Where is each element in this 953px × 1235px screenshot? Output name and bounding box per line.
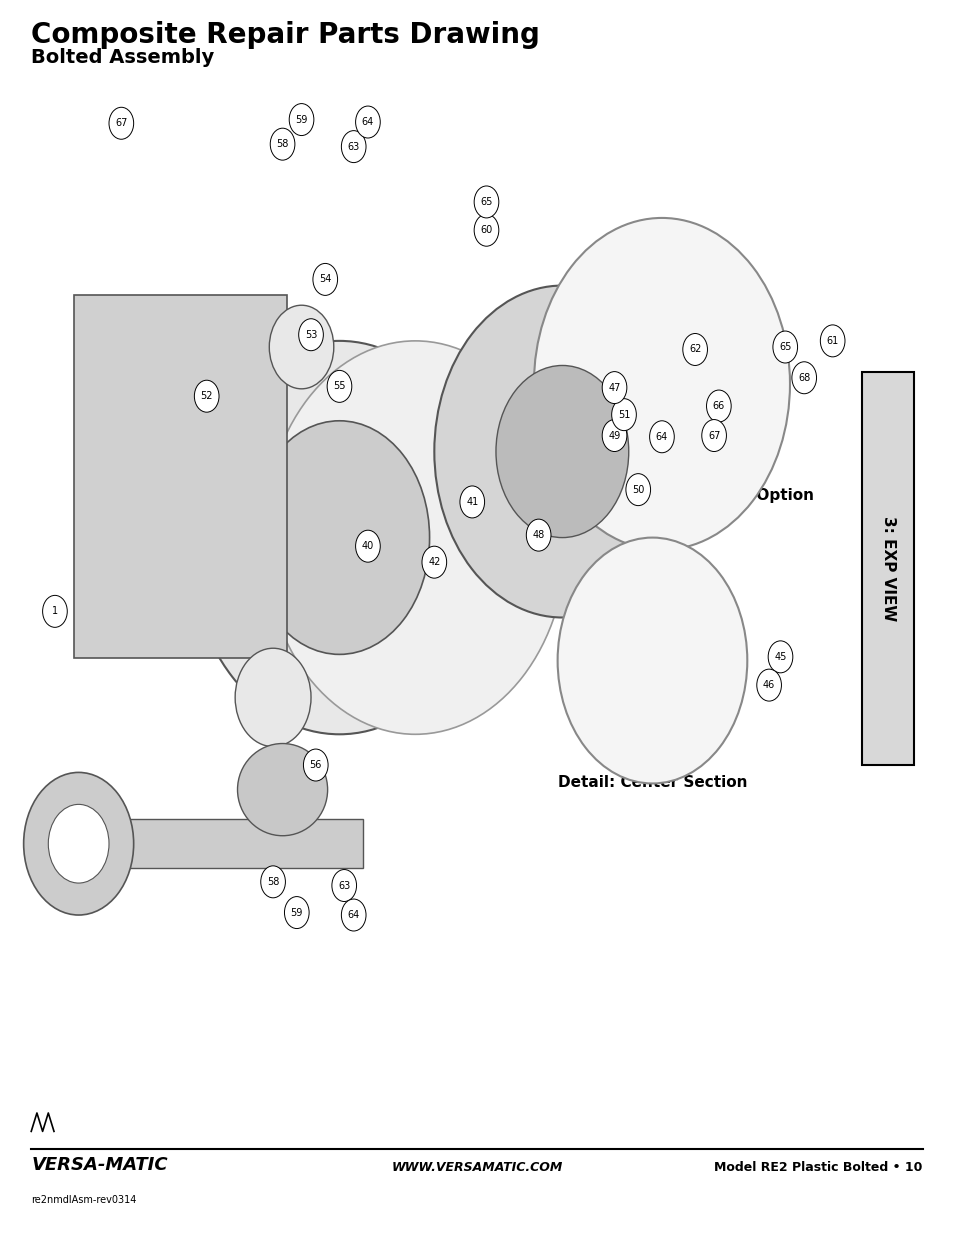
Text: 59: 59 <box>291 908 303 918</box>
Text: VERSA-MATIC: VERSA-MATIC <box>31 1156 168 1174</box>
Text: 1: 1 <box>51 606 58 616</box>
Circle shape <box>260 866 285 898</box>
Circle shape <box>234 648 311 747</box>
Circle shape <box>355 530 380 562</box>
Circle shape <box>820 325 844 357</box>
Text: 68: 68 <box>798 373 809 383</box>
Text: 3: EXP VIEW: 3: EXP VIEW <box>880 516 895 621</box>
Text: WWW.VERSAMATIC.COM: WWW.VERSAMATIC.COM <box>391 1161 562 1174</box>
Circle shape <box>341 131 366 163</box>
Text: 63: 63 <box>337 881 350 890</box>
Text: 50: 50 <box>632 484 643 495</box>
Text: 65: 65 <box>479 196 492 207</box>
Text: 59: 59 <box>295 115 308 125</box>
Text: 41: 41 <box>466 496 477 506</box>
Circle shape <box>298 319 323 351</box>
Circle shape <box>355 106 380 138</box>
FancyBboxPatch shape <box>862 372 913 764</box>
Circle shape <box>303 750 328 781</box>
Text: 56: 56 <box>310 760 321 771</box>
Circle shape <box>341 899 366 931</box>
Circle shape <box>459 485 484 517</box>
Bar <box>65 819 363 868</box>
Text: Bolted Assembly: Bolted Assembly <box>31 48 214 67</box>
Text: Detail: Center Section: Detail: Center Section <box>558 774 746 790</box>
Text: 53: 53 <box>305 330 317 340</box>
Circle shape <box>474 186 498 217</box>
Circle shape <box>601 372 626 404</box>
Circle shape <box>289 104 314 136</box>
Text: 55: 55 <box>333 382 345 391</box>
Text: 49: 49 <box>608 431 620 441</box>
Circle shape <box>526 519 551 551</box>
Circle shape <box>625 474 650 505</box>
Circle shape <box>49 804 109 883</box>
Text: 61: 61 <box>825 336 838 346</box>
Circle shape <box>706 390 730 422</box>
Text: 58: 58 <box>267 877 279 887</box>
Circle shape <box>421 546 446 578</box>
Circle shape <box>188 341 491 735</box>
Text: 54: 54 <box>318 274 331 284</box>
Circle shape <box>284 897 309 929</box>
Text: Detail: Horizontal Discharge Option: Detail: Horizontal Discharge Option <box>509 488 814 504</box>
Circle shape <box>327 370 352 403</box>
Circle shape <box>682 333 707 366</box>
Text: re2nmdlAsm-rev0314: re2nmdlAsm-rev0314 <box>31 1195 136 1205</box>
Circle shape <box>701 420 725 452</box>
Circle shape <box>611 399 636 431</box>
Circle shape <box>269 305 334 389</box>
Circle shape <box>791 362 816 394</box>
Circle shape <box>270 128 294 161</box>
Text: 58: 58 <box>276 140 289 149</box>
Circle shape <box>474 214 498 246</box>
Circle shape <box>249 421 429 655</box>
Text: 52: 52 <box>200 391 213 401</box>
Circle shape <box>263 341 566 735</box>
Circle shape <box>109 107 133 140</box>
Text: Model RE2 Plastic Bolted • 10: Model RE2 Plastic Bolted • 10 <box>714 1161 922 1174</box>
Text: 40: 40 <box>361 541 374 551</box>
Text: Composite Repair Parts Drawing: Composite Repair Parts Drawing <box>31 21 539 49</box>
Circle shape <box>313 263 337 295</box>
Text: 42: 42 <box>428 557 440 567</box>
Circle shape <box>534 217 789 550</box>
Ellipse shape <box>237 743 327 836</box>
Circle shape <box>24 772 133 915</box>
Circle shape <box>558 537 746 783</box>
FancyBboxPatch shape <box>73 295 287 658</box>
Text: 67: 67 <box>115 119 128 128</box>
Text: 62: 62 <box>688 345 700 354</box>
Text: 64: 64 <box>361 117 374 127</box>
Text: 67: 67 <box>707 431 720 441</box>
Text: 51: 51 <box>618 410 630 420</box>
Text: 47: 47 <box>608 383 620 393</box>
Text: 63: 63 <box>347 142 359 152</box>
Text: 64: 64 <box>347 910 359 920</box>
Text: 48: 48 <box>532 530 544 540</box>
Circle shape <box>194 380 219 412</box>
Circle shape <box>772 331 797 363</box>
Circle shape <box>767 641 792 673</box>
Circle shape <box>601 420 626 452</box>
Text: 45: 45 <box>774 652 786 662</box>
Text: 64: 64 <box>655 432 667 442</box>
Circle shape <box>434 285 690 618</box>
Circle shape <box>43 595 68 627</box>
Text: 46: 46 <box>762 680 775 690</box>
Text: 65: 65 <box>779 342 791 352</box>
Circle shape <box>756 669 781 701</box>
Text: 60: 60 <box>480 225 492 235</box>
Circle shape <box>649 421 674 453</box>
Text: 66: 66 <box>712 401 724 411</box>
Circle shape <box>332 869 356 902</box>
Circle shape <box>496 366 628 537</box>
